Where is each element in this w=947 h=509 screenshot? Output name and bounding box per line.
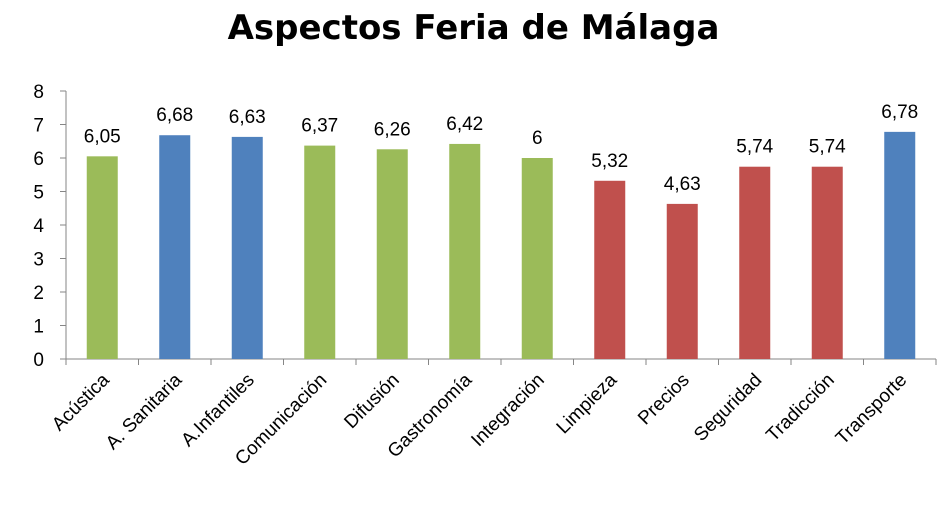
bar bbox=[376, 149, 408, 359]
category-label: Transporte bbox=[832, 370, 911, 449]
data-label: 5,32 bbox=[591, 151, 628, 172]
category-label: Seguridad bbox=[690, 370, 766, 446]
category-label: Integración bbox=[467, 370, 548, 451]
category-label: Limpieza bbox=[553, 369, 622, 438]
chart-axes bbox=[65, 91, 937, 365]
data-label: 6 bbox=[532, 128, 543, 149]
bar bbox=[231, 136, 263, 359]
bar bbox=[594, 180, 626, 359]
data-label: 6,68 bbox=[156, 105, 193, 126]
data-label: 6,05 bbox=[84, 126, 121, 147]
category-label: Difusión bbox=[340, 370, 403, 433]
y-tick-label: 4 bbox=[33, 216, 44, 237]
bar bbox=[304, 145, 336, 359]
data-label: 6,26 bbox=[374, 119, 411, 140]
data-label: 6,63 bbox=[229, 107, 266, 128]
data-label: 5,74 bbox=[736, 137, 773, 158]
category-label: Precios bbox=[634, 370, 694, 430]
chart-y-ticks: 0 1 2 3 4 5 6 7 8 bbox=[33, 82, 66, 371]
y-tick-label: 1 bbox=[33, 317, 44, 338]
y-tick-label: 0 bbox=[33, 350, 44, 371]
bar bbox=[739, 166, 771, 359]
chart-bars bbox=[86, 131, 916, 359]
y-tick-label: 8 bbox=[33, 82, 44, 103]
y-tick-label: 5 bbox=[33, 183, 44, 204]
y-tick-label: 2 bbox=[33, 283, 44, 304]
bar bbox=[159, 135, 191, 359]
y-tick-label: 3 bbox=[33, 250, 44, 271]
data-label: 6,42 bbox=[446, 114, 483, 135]
bar bbox=[666, 203, 698, 359]
y-tick-label: 7 bbox=[33, 116, 44, 137]
data-label: 6,37 bbox=[301, 116, 338, 137]
data-label: 4,63 bbox=[664, 174, 701, 195]
bar bbox=[521, 158, 553, 359]
category-label: A. Sanitaria bbox=[102, 369, 187, 454]
bar bbox=[811, 166, 843, 359]
bar bbox=[449, 143, 481, 359]
bar bbox=[884, 131, 916, 359]
category-label: Tradicción bbox=[762, 370, 838, 446]
category-label: Acústica bbox=[48, 369, 114, 435]
chart-title: Aspectos Feria de Málaga bbox=[227, 8, 720, 48]
data-label: 6,78 bbox=[881, 102, 918, 123]
chart-data-labels: 6,05 6,68 6,63 6,37 6,26 6,42 6 5,32 4,63 5,74 5,7… bbox=[84, 102, 918, 195]
bar bbox=[86, 156, 118, 359]
y-tick-label: 6 bbox=[33, 149, 44, 170]
data-label: 5,74 bbox=[809, 137, 846, 158]
